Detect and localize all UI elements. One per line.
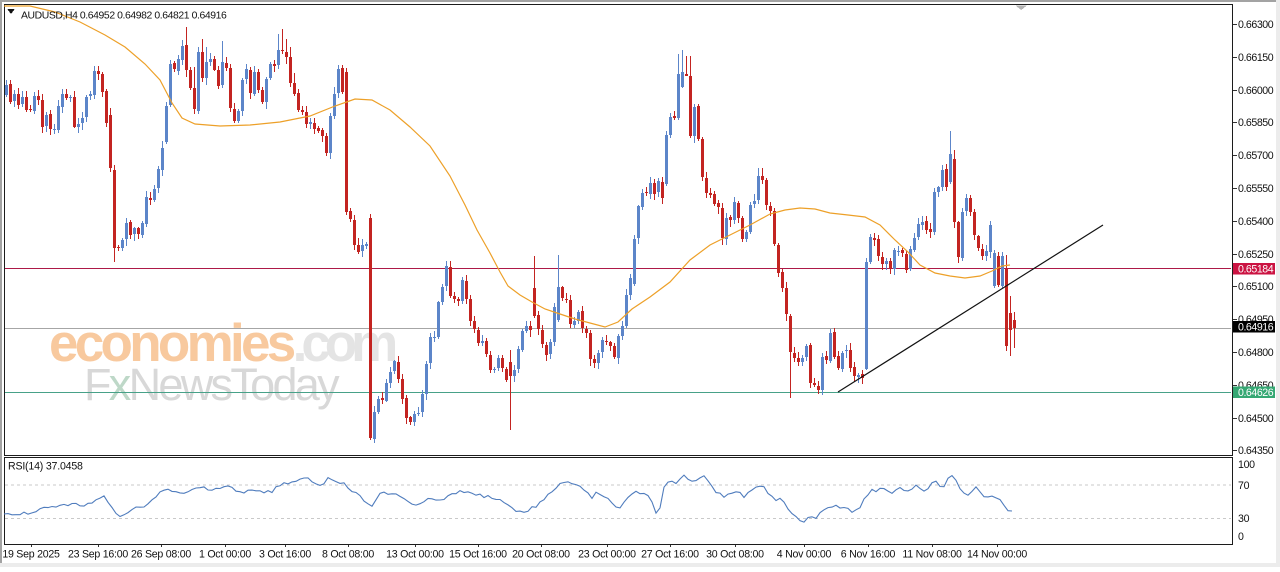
svg-text:0.64626: 0.64626 (1238, 387, 1274, 399)
svg-text:0.66150: 0.66150 (1238, 52, 1274, 64)
svg-text:13 Oct 00:00: 13 Oct 00:00 (386, 549, 444, 561)
svg-text:11 Nov 08:00: 11 Nov 08:00 (902, 549, 962, 561)
svg-text:15 Oct 16:00: 15 Oct 16:00 (449, 549, 507, 561)
svg-text:70: 70 (1238, 480, 1250, 492)
svg-text:30: 30 (1238, 513, 1250, 525)
svg-text:100: 100 (1238, 459, 1255, 471)
svg-text:0.64500: 0.64500 (1238, 413, 1274, 425)
svg-text:23 Sep 16:00: 23 Sep 16:00 (68, 549, 128, 561)
svg-text:3 Oct 16:00: 3 Oct 16:00 (259, 549, 311, 561)
svg-text:AUDUSD,H4 0.64952 0.64982 0.6: AUDUSD,H4 0.64952 0.64982 0.64821 0.6491… (21, 11, 227, 22)
svg-text:0.66000: 0.66000 (1238, 85, 1274, 97)
svg-text:6 Nov 16:00: 6 Nov 16:00 (841, 549, 896, 561)
svg-text:0.65700: 0.65700 (1238, 150, 1274, 162)
svg-text:RSI(14) 37.0458: RSI(14) 37.0458 (8, 461, 83, 473)
svg-text:26 Sep 08:00: 26 Sep 08:00 (131, 549, 191, 561)
svg-text:FxNewsToday: FxNewsToday (84, 359, 340, 410)
svg-text:0: 0 (1238, 531, 1244, 543)
svg-text:0.66300: 0.66300 (1238, 19, 1274, 31)
svg-text:23 Oct 00:00: 23 Oct 00:00 (578, 549, 636, 561)
svg-text:0.65550: 0.65550 (1238, 183, 1274, 195)
svg-text:4 Nov 00:00: 4 Nov 00:00 (777, 549, 832, 561)
svg-text:14 Nov 00:00: 14 Nov 00:00 (967, 549, 1027, 561)
svg-text:0.64916: 0.64916 (1238, 322, 1274, 334)
svg-text:8 Oct 08:00: 8 Oct 08:00 (322, 549, 374, 561)
svg-text:20 Oct 08:00: 20 Oct 08:00 (512, 549, 570, 561)
svg-text:0.65250: 0.65250 (1238, 249, 1274, 261)
svg-text:0.65400: 0.65400 (1238, 216, 1274, 228)
svg-text:0.64800: 0.64800 (1238, 347, 1274, 359)
svg-text:1 Oct 00:00: 1 Oct 00:00 (199, 549, 251, 561)
svg-text:0.65184: 0.65184 (1238, 264, 1274, 276)
svg-text:0.65850: 0.65850 (1238, 117, 1274, 129)
svg-text:30 Oct 08:00: 30 Oct 08:00 (706, 549, 764, 561)
svg-text:0.65100: 0.65100 (1238, 281, 1274, 293)
svg-text:27 Oct 16:00: 27 Oct 16:00 (641, 549, 699, 561)
svg-text:economies.com: economies.com (49, 314, 395, 373)
svg-text:0.64350: 0.64350 (1238, 445, 1274, 457)
svg-text:19 Sep 2025: 19 Sep 2025 (2, 549, 60, 561)
